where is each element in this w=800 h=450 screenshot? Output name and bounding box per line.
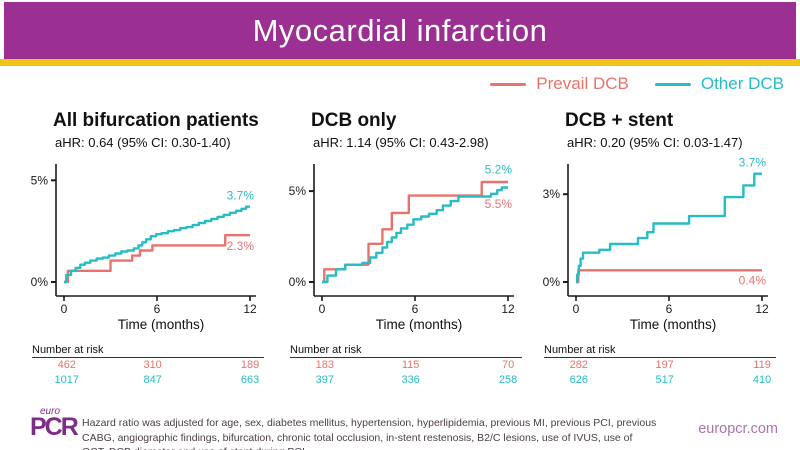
- hazard-ratio-text: aHR: 0.64 (95% CI: 0.30-1.40): [55, 135, 231, 150]
- panel-dcb-only: DCB only aHR: 1.14 (95% CI: 0.43-2.98) 0…: [286, 110, 530, 388]
- km-plot-all-bifurcation: 0% 5% 0 6 12 2.3% 3.7%: [31, 164, 257, 316]
- risk-value: 336: [401, 374, 420, 386]
- risk-value: 70: [501, 359, 515, 371]
- x-tick-label: 6: [412, 302, 419, 316]
- risk-value: 1017: [54, 374, 80, 386]
- legend: Prevail DCB Other DCB: [490, 74, 784, 94]
- risk-value: 663: [240, 374, 260, 386]
- header-bar: Myocardial infarction: [4, 2, 796, 59]
- website-url: europcr.com: [698, 421, 778, 437]
- legend-label-prevail: Prevail DCB: [536, 74, 629, 93]
- risk-table-all-bifurcation: Number at risk 462 310 189 1017 847 663: [32, 344, 264, 388]
- end-value-label-other: 3.7%: [227, 189, 255, 203]
- y-tick-label: 0%: [289, 275, 307, 289]
- logo-euro-text: euro: [40, 406, 61, 417]
- risk-row-prevail: 282 197 119: [544, 359, 776, 373]
- y-tick-label: 3%: [543, 187, 561, 201]
- x-axis-label: Time (months): [117, 317, 205, 332]
- risk-value: 183: [315, 359, 334, 371]
- adjustment-footnote: Hazard ratio was adjusted for age, sex, …: [82, 417, 657, 450]
- risk-table-dcb-plus-stent: Number at risk 282 197 119 626 517 410: [544, 344, 776, 388]
- prevail-line-swatch: [490, 82, 527, 86]
- x-tick-label: 6: [154, 302, 161, 316]
- risk-value: 397: [315, 374, 334, 386]
- panel-title: DCB only: [311, 110, 397, 131]
- y-tick-label: 5%: [31, 173, 49, 187]
- logo-pcr-text: PCR: [30, 413, 79, 441]
- legend-label-other: Other DCB: [700, 74, 784, 93]
- x-tick-label: 6: [666, 302, 673, 316]
- risk-value: 517: [655, 374, 674, 386]
- risk-value: 282: [569, 359, 588, 371]
- x-tick-label: 12: [243, 302, 257, 316]
- risk-row-prevail: 183 115 70: [290, 359, 522, 373]
- risk-row-other: 1017 847 663: [32, 374, 264, 388]
- x-tick-label: 0: [319, 302, 326, 316]
- risk-value: 847: [143, 374, 162, 386]
- risk-table-title: Number at risk: [32, 344, 264, 358]
- accent-bar: [0, 59, 800, 66]
- risk-table-title: Number at risk: [544, 344, 776, 358]
- y-tick-label: 0%: [31, 275, 49, 289]
- km-plot-dcb-plus-stent: 0% 3% 0 6 12 0.4% 3.7%: [543, 158, 769, 316]
- x-axis-label: Time (months): [375, 317, 463, 332]
- risk-value: 626: [569, 374, 588, 386]
- x-tick-label: 0: [61, 302, 68, 316]
- end-value-label-other: 5.2%: [485, 163, 513, 177]
- km-plot-dcb-only: 0% 5% 0 6 12 5.5% 5.2%: [289, 163, 515, 317]
- risk-value: 410: [752, 374, 772, 386]
- risk-row-prevail: 462 310 189: [32, 359, 264, 373]
- europcr-logo: euro PCR: [30, 406, 79, 441]
- km-curve-prevail: [576, 269, 762, 284]
- x-axis-label: Time (months): [629, 317, 717, 332]
- risk-value: 115: [401, 359, 420, 371]
- end-value-label-prevail: 2.3%: [227, 239, 255, 253]
- y-tick-label: 0%: [543, 275, 561, 289]
- x-tick-label: 12: [501, 302, 515, 316]
- panel-title: All bifurcation patients: [53, 110, 259, 131]
- panel-title: DCB + stent: [565, 110, 674, 131]
- km-curve-other: [322, 186, 508, 284]
- risk-value: 189: [240, 359, 260, 371]
- legend-item-other-dcb: Other DCB: [654, 74, 784, 94]
- risk-table-dcb-only: Number at risk 183 115 70 397 336 258: [290, 344, 522, 388]
- legend-item-prevail-dcb: Prevail DCB: [490, 74, 629, 94]
- risk-value: 310: [143, 359, 162, 371]
- risk-table-title: Number at risk: [290, 344, 522, 358]
- other-line-swatch: [654, 82, 691, 86]
- risk-row-other: 626 517 410: [544, 374, 776, 388]
- hazard-ratio-text: aHR: 0.20 (95% CI: 0.03-1.47): [567, 135, 743, 150]
- x-tick-label: 0: [573, 302, 580, 316]
- end-value-label-prevail: 5.5%: [485, 197, 513, 211]
- km-curve-other: [64, 205, 250, 284]
- risk-row-other: 397 336 258: [290, 374, 522, 388]
- risk-value: 197: [655, 359, 674, 371]
- y-tick-label: 5%: [289, 184, 307, 198]
- end-value-label-other: 3.7%: [739, 158, 767, 170]
- risk-value: 258: [498, 374, 518, 386]
- km-curve-other: [576, 172, 762, 284]
- page-title: Myocardial infarction: [252, 12, 548, 48]
- risk-value: 462: [57, 359, 76, 371]
- hazard-ratio-text: aHR: 1.14 (95% CI: 0.43-2.98): [313, 135, 489, 150]
- x-tick-label: 12: [755, 302, 769, 316]
- km-curve-prevail: [64, 234, 250, 284]
- end-value-label-prevail: 0.4%: [739, 273, 767, 287]
- panel-all-bifurcation-patients: All bifurcation patients aHR: 0.64 (95% …: [28, 110, 280, 388]
- risk-value: 119: [753, 359, 771, 371]
- panel-dcb-plus-stent: DCB + stent aHR: 0.20 (95% CI: 0.03-1.47…: [540, 110, 792, 388]
